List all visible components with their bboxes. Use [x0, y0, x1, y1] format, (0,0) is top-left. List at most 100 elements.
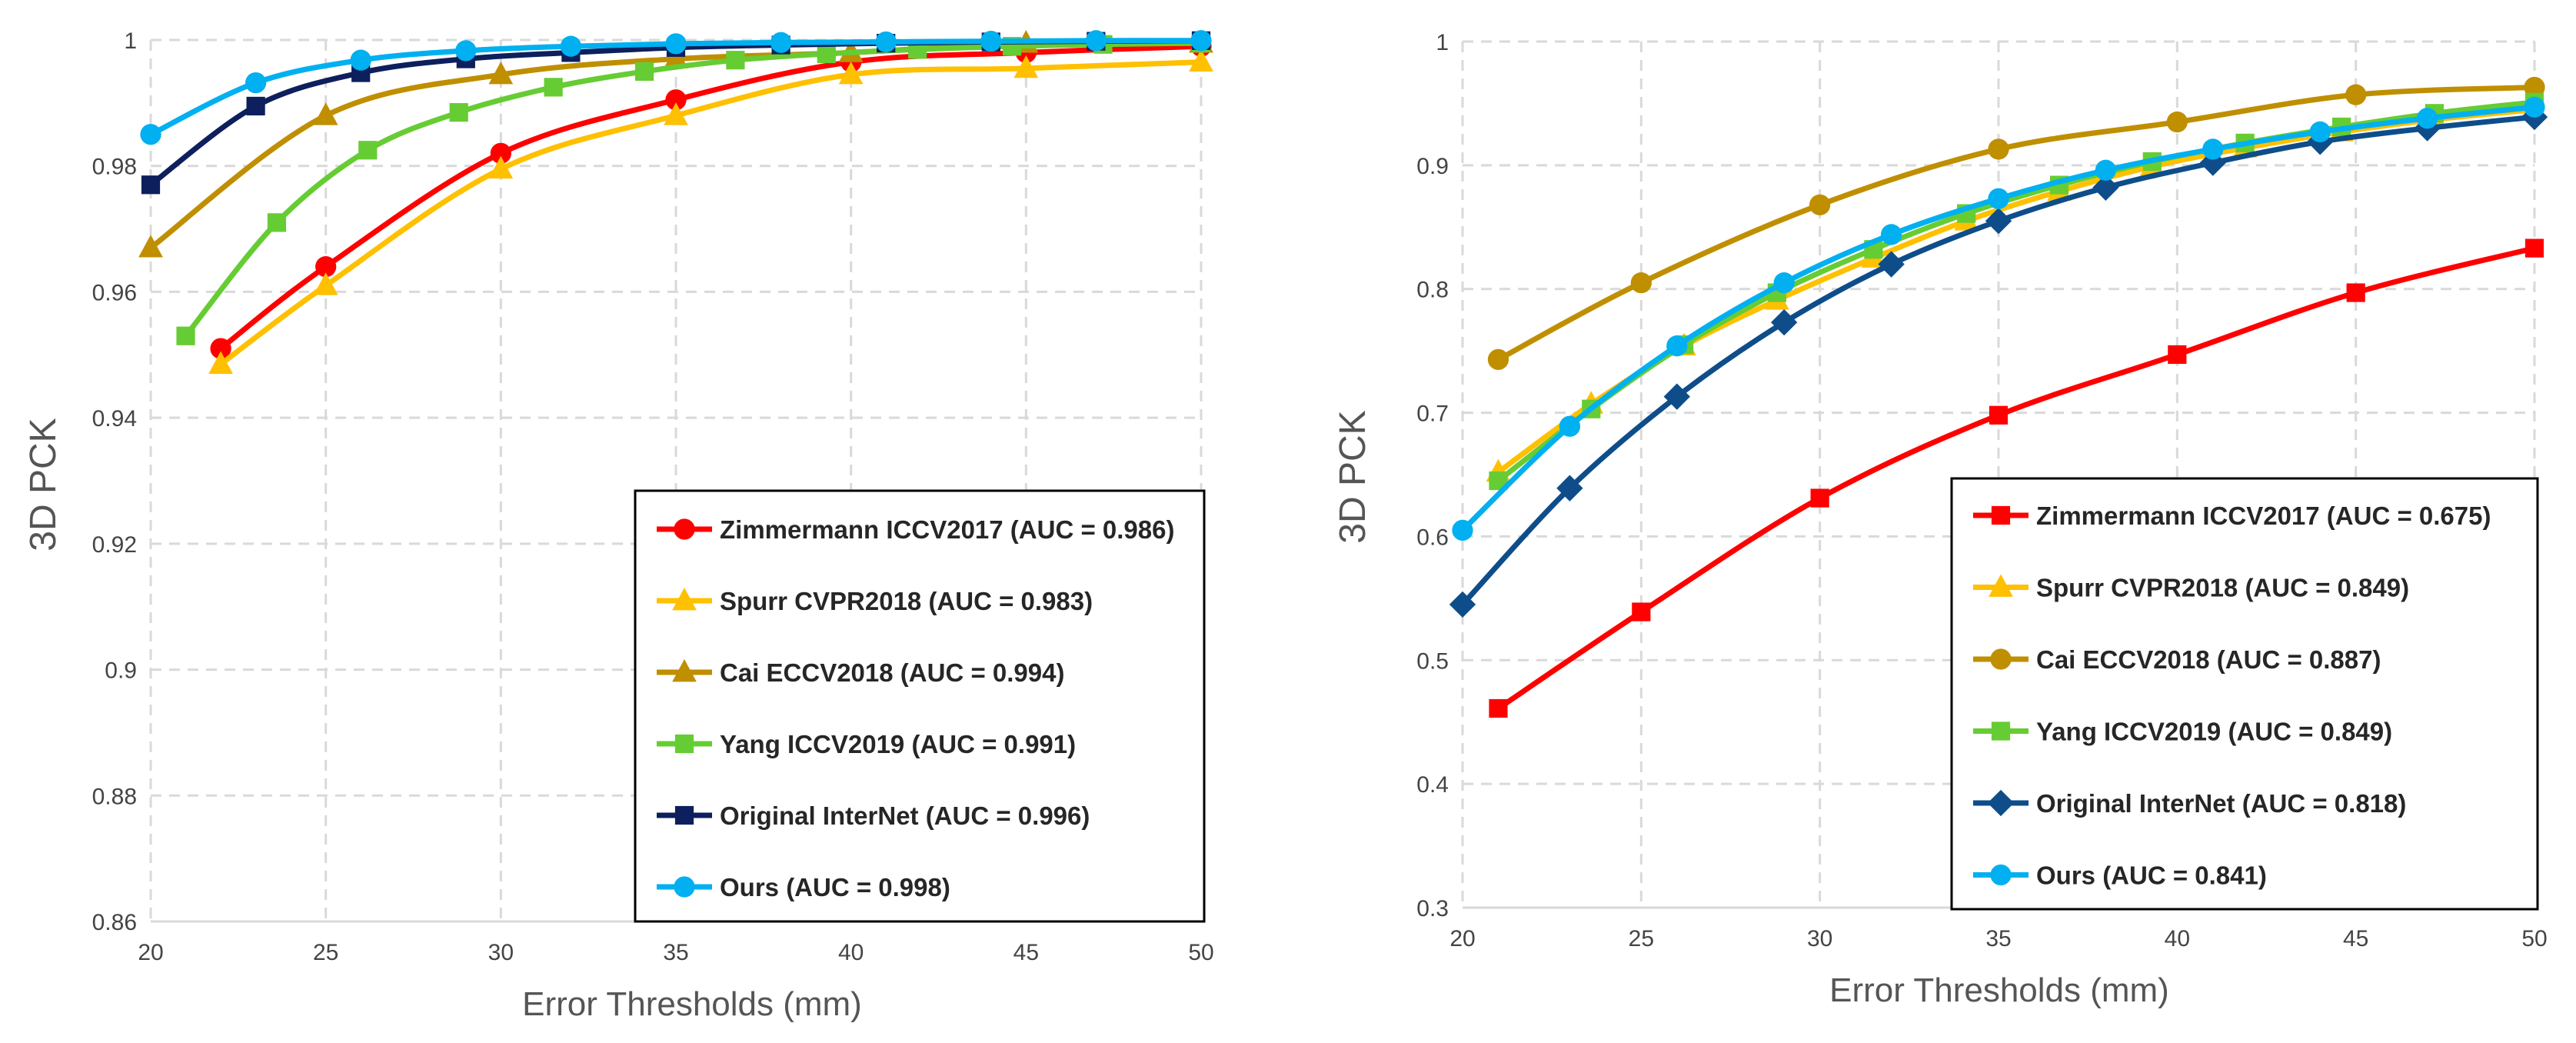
legend-entry: Original InterNet (AUC = 0.818) — [2036, 789, 2406, 818]
data-point — [1666, 335, 1687, 356]
data-point — [1559, 416, 1580, 437]
data-point — [1811, 488, 1829, 507]
legend-swatch-marker — [1992, 506, 2010, 525]
legend-entry: Spurr CVPR2018 (AUC = 0.983) — [720, 587, 1093, 615]
series-line — [1498, 102, 2534, 481]
data-point — [141, 175, 160, 194]
data-point — [2095, 160, 2116, 181]
data-point — [2347, 283, 2365, 302]
y-tick-label: 0.98 — [92, 155, 137, 180]
legend-entry: Zimmermann ICCV2017 (AUC = 0.675) — [2036, 502, 2491, 530]
legend-box — [635, 491, 1204, 921]
x-tick-label: 45 — [1013, 940, 1039, 965]
data-point — [544, 78, 563, 96]
legend-entry: Ours (AUC = 0.841) — [2036, 861, 2267, 890]
legend-entry: Zimmermann ICCV2017 (AUC = 0.986) — [720, 515, 1174, 544]
chart-left: 20 25 30 35 40 45 50 0.86 0.88 0.9 0.92 0.94 0.96 0.9… — [23, 28, 1214, 1023]
data-point — [2524, 97, 2544, 118]
y-axis-label: 3D PCK — [1333, 410, 1373, 543]
x-axis-label: Error Thresholds (mm) — [522, 985, 862, 1023]
x-tick-label: 50 — [2521, 926, 2547, 951]
data-point — [455, 40, 476, 61]
data-point — [635, 62, 654, 81]
legend-swatch-marker — [674, 876, 694, 897]
data-point — [817, 45, 836, 63]
data-point — [1190, 30, 1211, 51]
y-tick-label: 0.94 — [92, 406, 137, 432]
legend-entry: Yang ICCV2019 (AUC = 0.849) — [2036, 718, 2392, 746]
data-point — [2310, 122, 2331, 142]
y-tick-label: 0.86 — [92, 910, 137, 935]
data-point — [1488, 349, 1509, 370]
data-point — [1774, 272, 1795, 293]
data-point — [1452, 520, 1473, 541]
y-tick-label: 0.96 — [92, 280, 137, 305]
x-tick-label: 25 — [313, 940, 338, 965]
data-point — [351, 50, 371, 71]
data-point — [176, 327, 195, 345]
y-tick-label: 0.6 — [1416, 525, 1449, 550]
data-point — [726, 51, 744, 69]
data-point — [245, 72, 266, 93]
legend-swatch-marker — [675, 806, 694, 825]
series-line — [221, 46, 1201, 348]
data-point — [980, 31, 1001, 52]
data-point — [1086, 30, 1107, 51]
legend-swatch-marker — [674, 518, 694, 539]
y-tick-label: 0.7 — [1416, 402, 1449, 427]
data-point — [770, 32, 791, 53]
x-tick-label: 20 — [1449, 926, 1475, 951]
y-tick-label: 1 — [1436, 30, 1449, 55]
data-point — [876, 32, 897, 52]
data-point — [1881, 224, 1902, 245]
data-point — [1771, 309, 1797, 335]
y-tick-label: 0.9 — [105, 658, 137, 684]
data-point — [1988, 138, 2009, 159]
y-tick-label: 0.9 — [1416, 154, 1449, 179]
data-point — [561, 36, 581, 57]
legend-swatch-marker — [675, 735, 694, 753]
data-point — [2417, 108, 2438, 128]
x-tick-label: 25 — [1629, 926, 1654, 951]
data-point — [450, 103, 468, 122]
data-point — [1989, 406, 2008, 425]
x-tick-label: 35 — [663, 940, 688, 965]
legend-swatch-marker — [1990, 865, 2011, 885]
data-point — [140, 124, 161, 145]
data-point — [2525, 239, 2544, 258]
data-point — [2168, 345, 2186, 364]
x-tick-label: 45 — [2343, 926, 2368, 951]
data-point — [247, 97, 265, 115]
x-tick-label: 40 — [838, 940, 864, 965]
x-tick-label: 35 — [1985, 926, 2011, 951]
legend-entry: Yang ICCV2019 (AUC = 0.991) — [720, 730, 1076, 758]
y-axis-label: 3D PCK — [23, 418, 64, 551]
legend-entry: Cai ECCV2018 (AUC = 0.887) — [2036, 645, 2381, 674]
data-point — [1631, 272, 1652, 293]
y-tick-label: 0.5 — [1416, 648, 1449, 674]
figure: 20 25 30 35 40 45 500.860.880.90.920.940.960.9… — [0, 0, 2576, 1043]
y-tick-label: 0.3 — [1416, 896, 1449, 921]
x-tick-label: 40 — [2165, 926, 2190, 951]
data-point — [1632, 602, 1650, 621]
legend-swatch-marker — [1992, 721, 2010, 740]
legend-swatch-marker — [1990, 648, 2011, 669]
legend-entry: Cai ECCV2018 (AUC = 0.994) — [720, 658, 1064, 687]
legend-entry: Spurr CVPR2018 (AUC = 0.849) — [2036, 574, 2409, 602]
data-point — [665, 33, 686, 54]
series-line — [221, 62, 1201, 365]
x-tick-label: 30 — [1807, 926, 1832, 951]
x-tick-label: 50 — [1188, 940, 1213, 965]
legend-entry: Ours (AUC = 0.998) — [720, 873, 950, 901]
x-axis-label: Error Thresholds (mm) — [1829, 971, 2169, 1009]
x-tick-label: 20 — [138, 940, 163, 965]
x-tick-label: 30 — [488, 940, 514, 965]
data-point — [1988, 188, 2009, 209]
data-point — [1489, 699, 1507, 718]
data-point — [268, 213, 286, 232]
data-point — [2345, 85, 2366, 105]
y-tick-label: 0.4 — [1416, 772, 1449, 798]
data-point — [1809, 195, 1830, 215]
y-tick-label: 0.92 — [92, 532, 137, 558]
series-line — [151, 42, 1201, 248]
